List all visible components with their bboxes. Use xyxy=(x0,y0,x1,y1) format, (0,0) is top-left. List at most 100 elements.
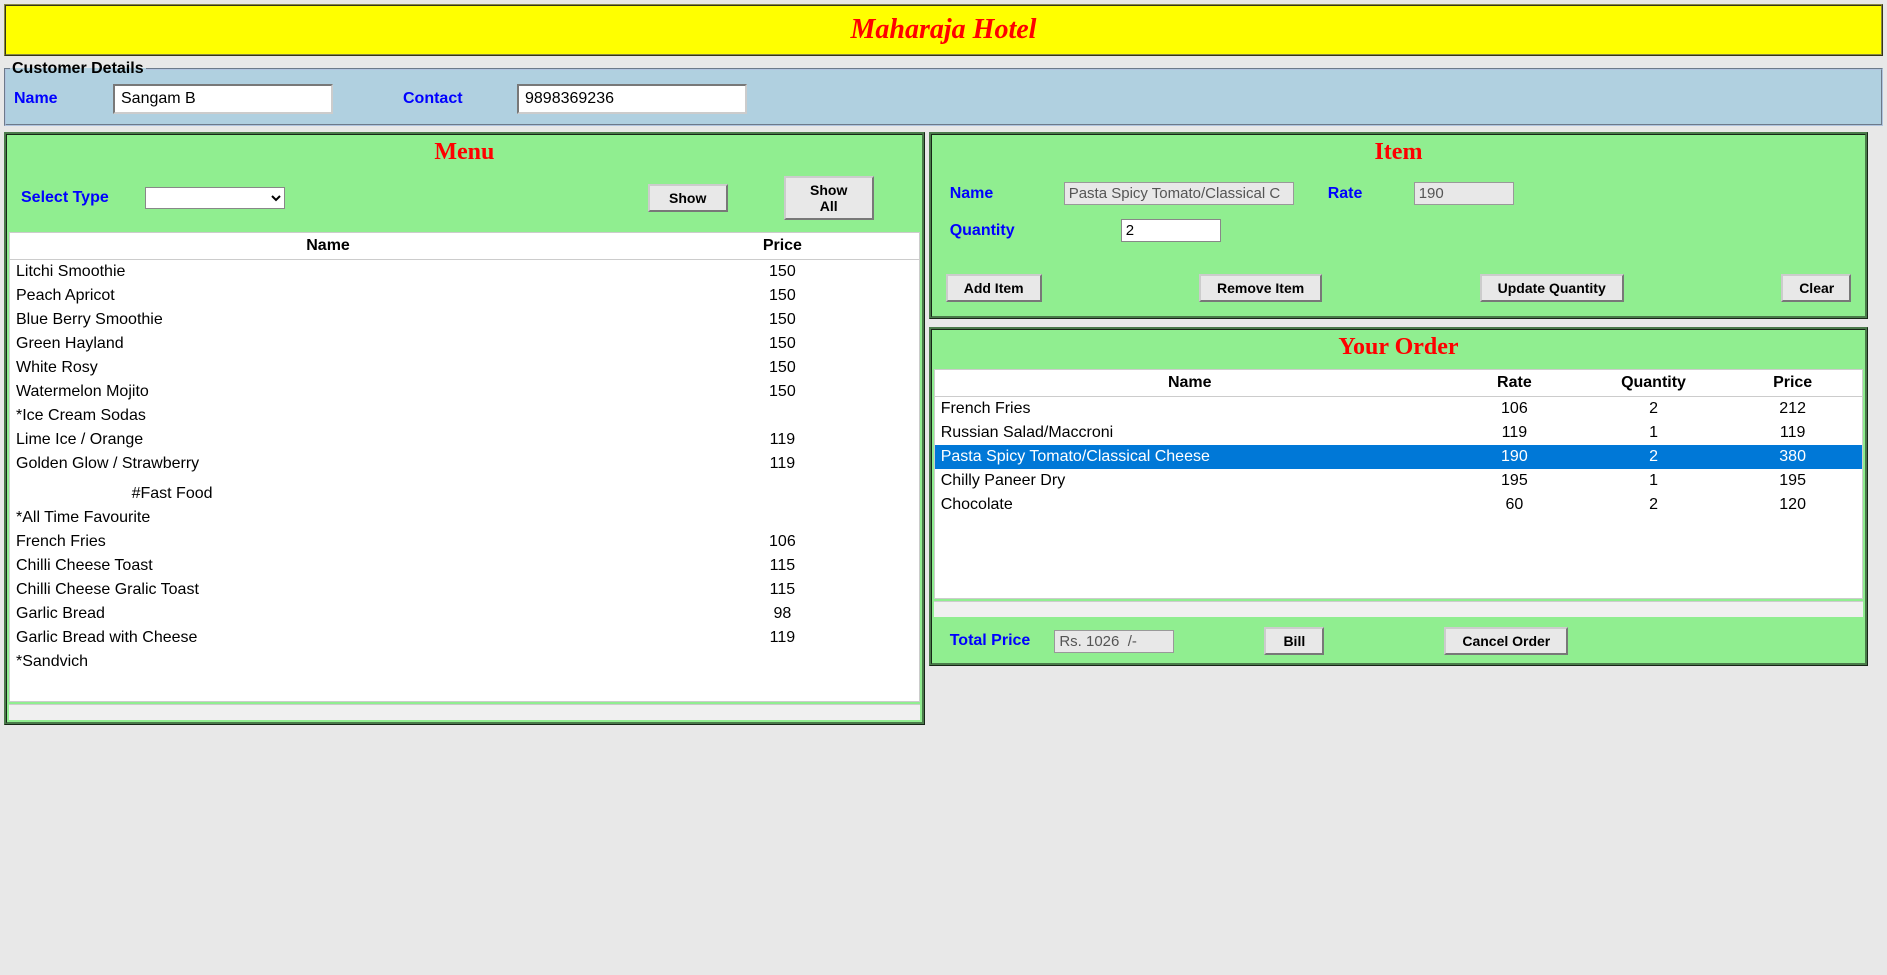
table-row[interactable]: French Fries106 xyxy=(10,530,919,554)
order-cell-name: Pasta Spicy Tomato/Classical Cheese xyxy=(935,445,1445,469)
menu-cell-price xyxy=(646,404,919,428)
table-row[interactable]: Garlic Bread with Cheese119 xyxy=(10,626,919,650)
order-table: Name Rate Quantity Price French Fries106… xyxy=(935,370,1863,517)
menu-cell-name: Golden Glow / Strawberry xyxy=(10,452,646,476)
order-cell-qty: 2 xyxy=(1584,493,1723,517)
table-row[interactable]: White Rosy150 xyxy=(10,356,919,380)
select-type-label: Select Type xyxy=(17,189,137,207)
contact-label: Contact xyxy=(399,90,509,108)
table-row[interactable]: Blue Berry Smoothie150 xyxy=(10,308,919,332)
menu-cell-name: *Sandvich xyxy=(10,650,646,674)
item-name-label: Name xyxy=(946,185,1046,203)
table-row[interactable]: Chilli Cheese Gralic Toast115 xyxy=(10,578,919,602)
table-row[interactable]: Chocolate602120 xyxy=(935,493,1863,517)
table-row[interactable]: Green Hayland150 xyxy=(10,332,919,356)
total-price-input xyxy=(1054,630,1174,653)
order-panel: Your Order Name Rate Quantity Price Fren… xyxy=(929,327,1869,666)
menu-cell-name: *Ice Cream Sodas xyxy=(10,404,646,428)
item-form: Name Rate Quantity xyxy=(932,172,1866,266)
right-panel: Item Name Rate Quantity Add xyxy=(929,132,1869,666)
order-cell-rate: 119 xyxy=(1445,421,1584,445)
remove-item-button[interactable]: Remove Item xyxy=(1199,274,1322,302)
table-row[interactable]: #Fast Food xyxy=(10,482,919,506)
menu-cell-name: Chilli Cheese Gralic Toast xyxy=(10,578,646,602)
menu-cell-price xyxy=(646,650,919,674)
menu-cell-price: 98 xyxy=(646,602,919,626)
menu-cell-name: *All Time Favourite xyxy=(10,506,646,530)
menu-cell-price: 150 xyxy=(646,380,919,404)
table-row[interactable]: Chilly Paneer Dry1951195 xyxy=(935,469,1863,493)
table-row[interactable]: Russian Salad/Maccroni1191119 xyxy=(935,421,1863,445)
menu-hscroll[interactable] xyxy=(9,704,920,720)
menu-cell-price: 119 xyxy=(646,428,919,452)
order-table-container[interactable]: Name Rate Quantity Price French Fries106… xyxy=(934,369,1864,599)
item-title: Item xyxy=(932,135,1866,172)
table-row[interactable]: Litchi Smoothie150 xyxy=(10,260,919,285)
show-all-button[interactable]: Show All xyxy=(784,176,874,220)
order-cell-price: 380 xyxy=(1723,445,1862,469)
cancel-order-button[interactable]: Cancel Order xyxy=(1444,627,1568,655)
menu-cell-name: #Fast Food xyxy=(10,482,646,506)
order-cell-price: 120 xyxy=(1723,493,1862,517)
clear-button[interactable]: Clear xyxy=(1781,274,1851,302)
app-title: Maharaja Hotel xyxy=(851,14,1037,45)
order-cell-price: 195 xyxy=(1723,469,1862,493)
order-cell-rate: 106 xyxy=(1445,397,1584,422)
table-row[interactable]: French Fries1062212 xyxy=(935,397,1863,422)
add-item-button[interactable]: Add Item xyxy=(946,274,1042,302)
select-type-dropdown[interactable] xyxy=(145,187,285,209)
customer-row: Name Contact xyxy=(10,84,1877,114)
menu-controls: Select Type Show Show All xyxy=(7,172,922,230)
order-cell-name: Chilly Paneer Dry xyxy=(935,469,1445,493)
table-row[interactable]: Chilli Cheese Toast115 xyxy=(10,554,919,578)
item-name-input xyxy=(1064,182,1294,205)
show-button[interactable]: Show xyxy=(648,184,728,212)
menu-cell-price: 150 xyxy=(646,308,919,332)
table-row[interactable]: Peach Apricot150 xyxy=(10,284,919,308)
menu-cell-name: Watermelon Mojito xyxy=(10,380,646,404)
table-row[interactable]: Lime Ice / Orange119 xyxy=(10,428,919,452)
order-cell-price: 119 xyxy=(1723,421,1862,445)
menu-cell-name: Garlic Bread with Cheese xyxy=(10,626,646,650)
table-row[interactable]: *All Time Favourite xyxy=(10,506,919,530)
header-bar: Maharaja Hotel xyxy=(4,4,1883,56)
order-cell-price: 212 xyxy=(1723,397,1862,422)
main-area: Menu Select Type Show Show All Name Pric… xyxy=(4,132,1883,725)
menu-col-price: Price xyxy=(646,233,919,260)
item-panel: Item Name Rate Quantity Add xyxy=(929,132,1869,319)
menu-cell-price: 115 xyxy=(646,554,919,578)
table-row[interactable]: *Sandvich xyxy=(10,650,919,674)
item-qty-input[interactable] xyxy=(1121,219,1221,242)
menu-cell-name: Green Hayland xyxy=(10,332,646,356)
order-title: Your Order xyxy=(932,330,1866,367)
table-row[interactable]: Golden Glow / Strawberry119 xyxy=(10,452,919,476)
menu-cell-name: French Fries xyxy=(10,530,646,554)
order-cell-qty: 1 xyxy=(1584,421,1723,445)
order-hscroll[interactable] xyxy=(934,601,1864,617)
menu-cell-name: Litchi Smoothie xyxy=(10,260,646,285)
menu-cell-price xyxy=(646,482,919,506)
menu-title: Menu xyxy=(7,135,922,172)
order-cell-name: Chocolate xyxy=(935,493,1445,517)
menu-cell-name: Garlic Bread xyxy=(10,602,646,626)
order-cell-rate: 60 xyxy=(1445,493,1584,517)
bill-button[interactable]: Bill xyxy=(1264,627,1324,655)
menu-col-name: Name xyxy=(10,233,646,260)
item-qty-label: Quantity xyxy=(946,222,1046,240)
order-cell-name: Russian Salad/Maccroni xyxy=(935,421,1445,445)
menu-table-container[interactable]: Name Price Litchi Smoothie150Peach Apric… xyxy=(9,232,920,702)
menu-cell-price: 106 xyxy=(646,530,919,554)
table-row[interactable]: Watermelon Mojito150 xyxy=(10,380,919,404)
table-row[interactable]: Garlic Bread98 xyxy=(10,602,919,626)
menu-cell-name: White Rosy xyxy=(10,356,646,380)
menu-cell-price: 119 xyxy=(646,626,919,650)
table-row[interactable]: *Ice Cream Sodas xyxy=(10,404,919,428)
order-cell-qty: 1 xyxy=(1584,469,1723,493)
name-input[interactable] xyxy=(113,84,333,114)
table-row[interactable]: Pasta Spicy Tomato/Classical Cheese19023… xyxy=(935,445,1863,469)
menu-cell-name: Chilli Cheese Toast xyxy=(10,554,646,578)
item-rate-label: Rate xyxy=(1324,185,1384,203)
update-qty-button[interactable]: Update Quantity xyxy=(1480,274,1624,302)
contact-input[interactable] xyxy=(517,84,747,114)
menu-panel: Menu Select Type Show Show All Name Pric… xyxy=(4,132,925,725)
